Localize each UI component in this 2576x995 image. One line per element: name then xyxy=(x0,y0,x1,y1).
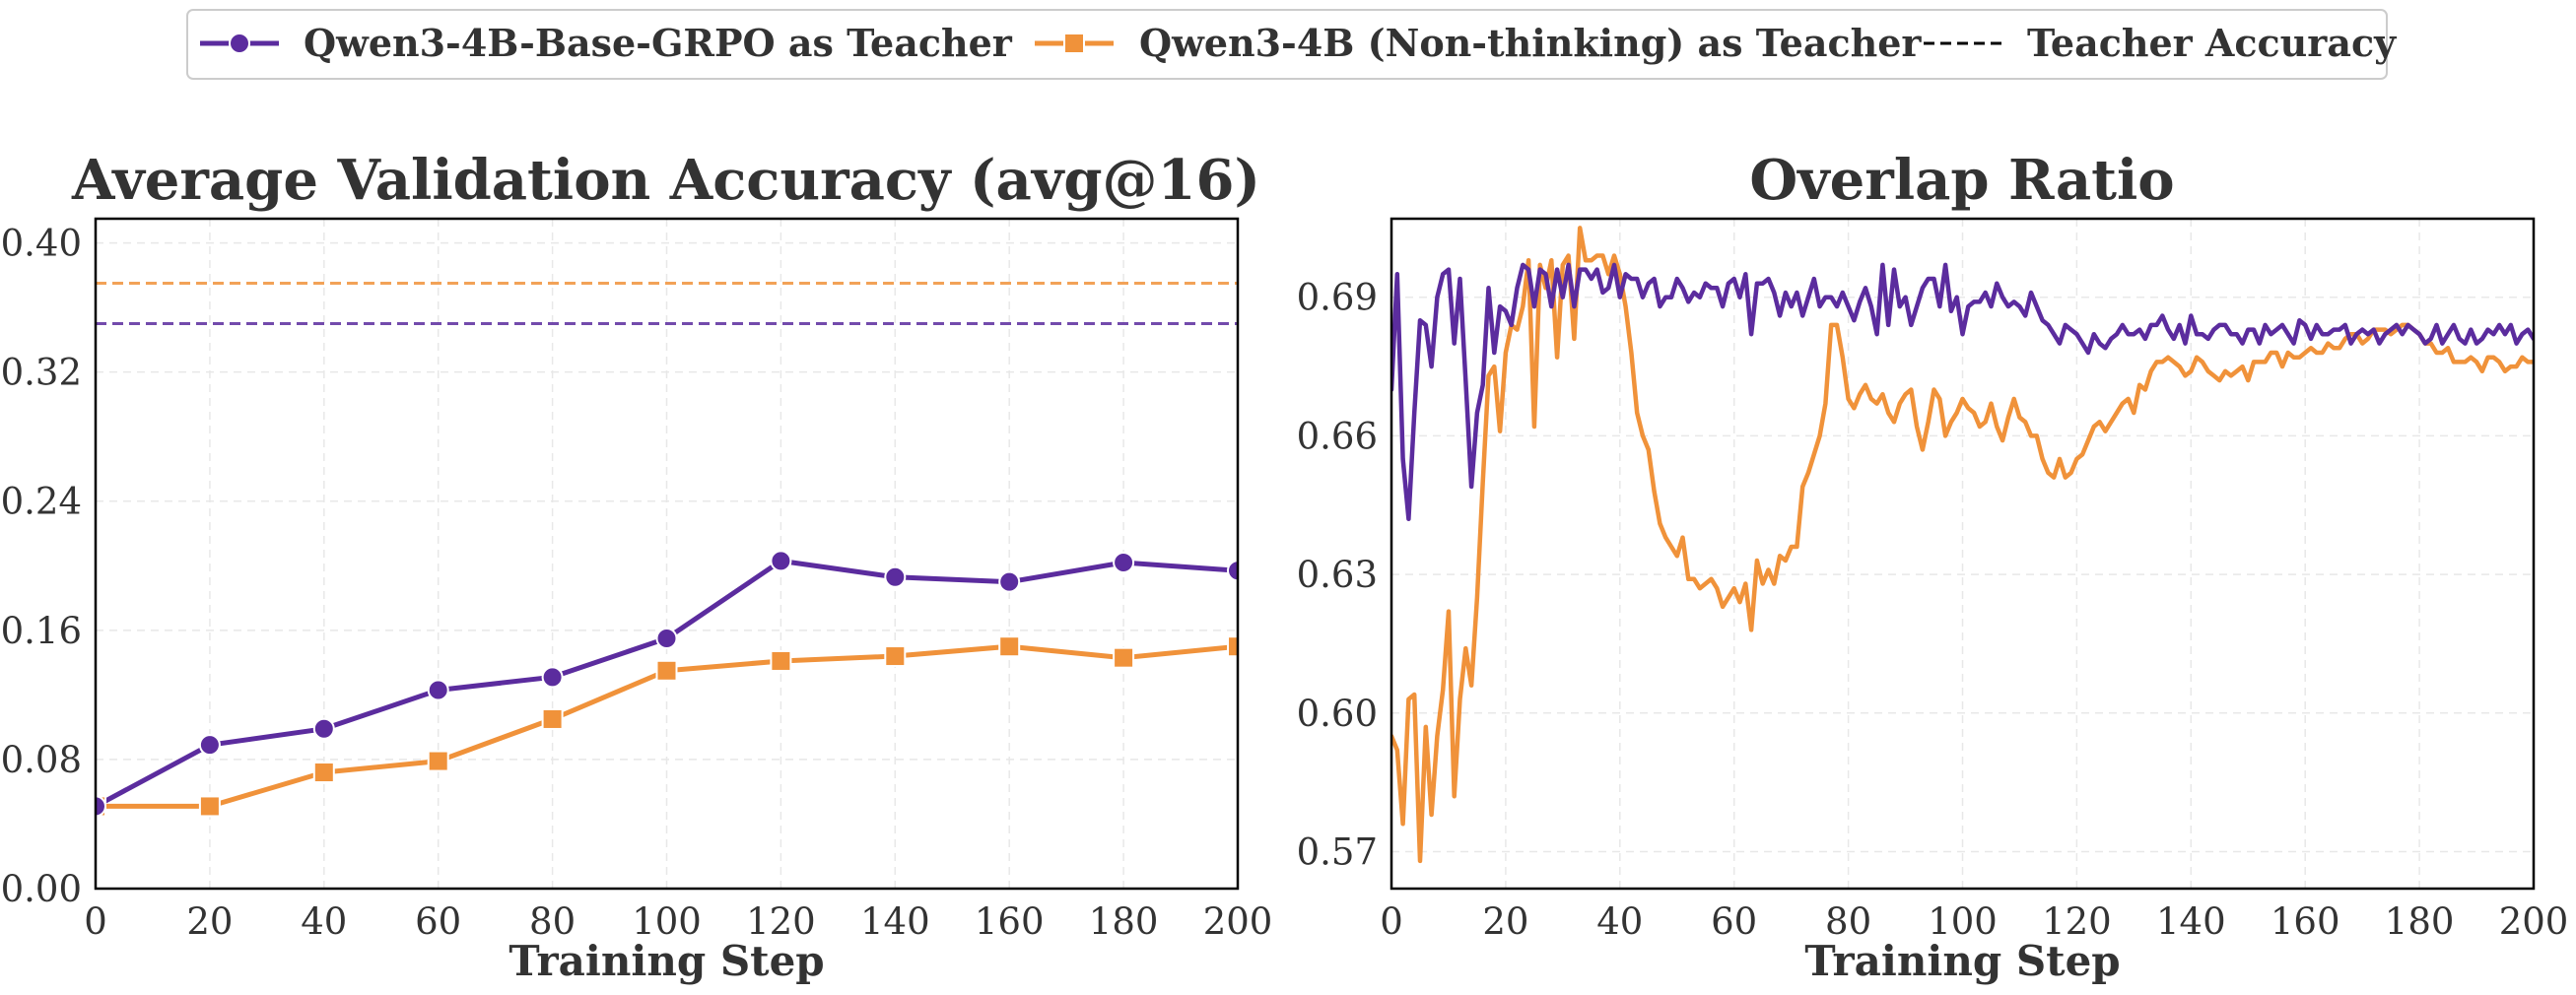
accuracy-point-square xyxy=(312,762,335,784)
legend-item-orange: Qwen3-4B (Non-thinking) as Teacher xyxy=(1035,21,1922,65)
accuracy-point-square xyxy=(884,645,907,668)
overlap-xlabel: Training Step xyxy=(1804,937,2120,985)
accuracy-point-square xyxy=(1113,646,1135,669)
overlap-series-line-0 xyxy=(1391,262,2534,522)
accuracy-ytick-label: 0.32 xyxy=(1,352,82,394)
overlap-plot xyxy=(1391,226,2534,864)
accuracy-point-circle xyxy=(541,666,564,689)
overlap-axes-frame xyxy=(1390,217,2536,891)
overlap-series-line-1 xyxy=(1391,226,2534,864)
legend-marker-circle xyxy=(229,33,250,54)
legend-label-orange: Qwen3-4B (Non-thinking) as Teacher xyxy=(1139,21,1922,65)
accuracy-point-square xyxy=(541,707,564,730)
overlap-ytick-label: 0.66 xyxy=(1297,415,1378,457)
accuracy-ytick-label: 0.08 xyxy=(1,739,82,781)
accuracy-plot xyxy=(96,282,1238,818)
accuracy-title: Average Validation Accuracy (avg@16) xyxy=(71,148,1260,213)
accuracy-point-circle xyxy=(655,628,678,650)
accuracy-xlabel: Training Step xyxy=(508,937,824,985)
overlap-ytick-label: 0.57 xyxy=(1297,830,1378,873)
accuracy-point-circle xyxy=(998,570,1021,593)
accuracy-xtick-label: 100 xyxy=(632,900,702,943)
overlap-xtick-label: 20 xyxy=(1482,900,1528,943)
accuracy-ytick-label: 0.40 xyxy=(1,223,82,265)
accuracy-xtick-label: 180 xyxy=(1089,900,1159,943)
accuracy-point-square xyxy=(198,795,221,818)
accuracy-point-square xyxy=(655,659,678,682)
legend-item-purple: Qwen3-4B-Base-GRPO as Teacher xyxy=(200,21,1013,65)
overlap-xtick-label: 0 xyxy=(1380,900,1403,943)
accuracy-point-square xyxy=(427,750,449,772)
accuracy-point-circle xyxy=(884,565,907,588)
accuracy-point-circle xyxy=(1113,552,1135,574)
overlap-xtick-label: 140 xyxy=(2156,900,2226,943)
accuracy-xtick-label: 120 xyxy=(746,900,816,943)
accuracy-point-circle xyxy=(427,679,449,701)
overlap-xtick-label: 180 xyxy=(2385,900,2455,943)
overlap-xtick-label: 40 xyxy=(1596,900,1643,943)
accuracy-xtick-label: 0 xyxy=(84,900,107,943)
accuracy-point-square xyxy=(770,649,792,672)
accuracy-ytick-label: 0.00 xyxy=(1,868,82,910)
overlap-title: Overlap Ratio xyxy=(1749,148,2174,213)
accuracy-point-square xyxy=(1227,635,1238,658)
overlap-xtick-label: 60 xyxy=(1711,900,1757,943)
overlap-xtick-label: 100 xyxy=(1928,900,1998,943)
accuracy-xtick-label: 60 xyxy=(415,900,461,943)
accuracy-point-circle xyxy=(1227,560,1238,582)
accuracy-point-square xyxy=(998,635,1021,658)
accuracy-point-circle xyxy=(770,550,792,572)
accuracy-point-circle xyxy=(198,734,221,757)
overlap-xtick-label: 80 xyxy=(1825,900,1871,943)
legend-label-purple: Qwen3-4B-Base-GRPO as Teacher xyxy=(304,21,1013,65)
accuracy-point-circle xyxy=(96,795,106,818)
accuracy-xtick-label: 20 xyxy=(186,900,233,943)
legend: Qwen3-4B-Base-GRPO as Teacher Qwen3-4B (… xyxy=(186,9,2397,80)
legend-label-teacher: Teacher Accuracy xyxy=(2027,21,2397,65)
accuracy-ytick-label: 0.16 xyxy=(1,610,82,652)
overlap-xtick-label: 160 xyxy=(2271,900,2340,943)
accuracy-xtick-label: 80 xyxy=(529,900,576,943)
overlap-xtick-label: 120 xyxy=(2042,900,2112,943)
accuracy-point-circle xyxy=(312,717,335,740)
legend-marker-square xyxy=(1063,33,1085,54)
overlap-ytick-label: 0.69 xyxy=(1297,277,1378,319)
overlap-ytick-label: 0.60 xyxy=(1297,693,1378,735)
legend-frame xyxy=(186,9,2388,80)
accuracy-xtick-label: 160 xyxy=(975,900,1045,943)
accuracy-xtick-label: 140 xyxy=(860,900,930,943)
accuracy-xtick-label: 200 xyxy=(1203,900,1273,943)
accuracy-panel: Average Validation Accuracy (avg@16) 0 20 4… xyxy=(1,148,1273,985)
accuracy-xtick-label: 40 xyxy=(301,900,347,943)
accuracy-axes-frame xyxy=(94,217,1240,891)
overlap-xtick-label: 200 xyxy=(2499,900,2569,943)
accuracy-ytick-label: 0.24 xyxy=(1,481,82,523)
overlap-panel: Overlap Ratio 0 20 40 60 80 100 120 140 160 180 200… xyxy=(1297,148,2569,985)
legend-item-teacher: Teacher Accuracy xyxy=(1924,21,2397,65)
overlap-ytick-label: 0.63 xyxy=(1297,554,1378,596)
